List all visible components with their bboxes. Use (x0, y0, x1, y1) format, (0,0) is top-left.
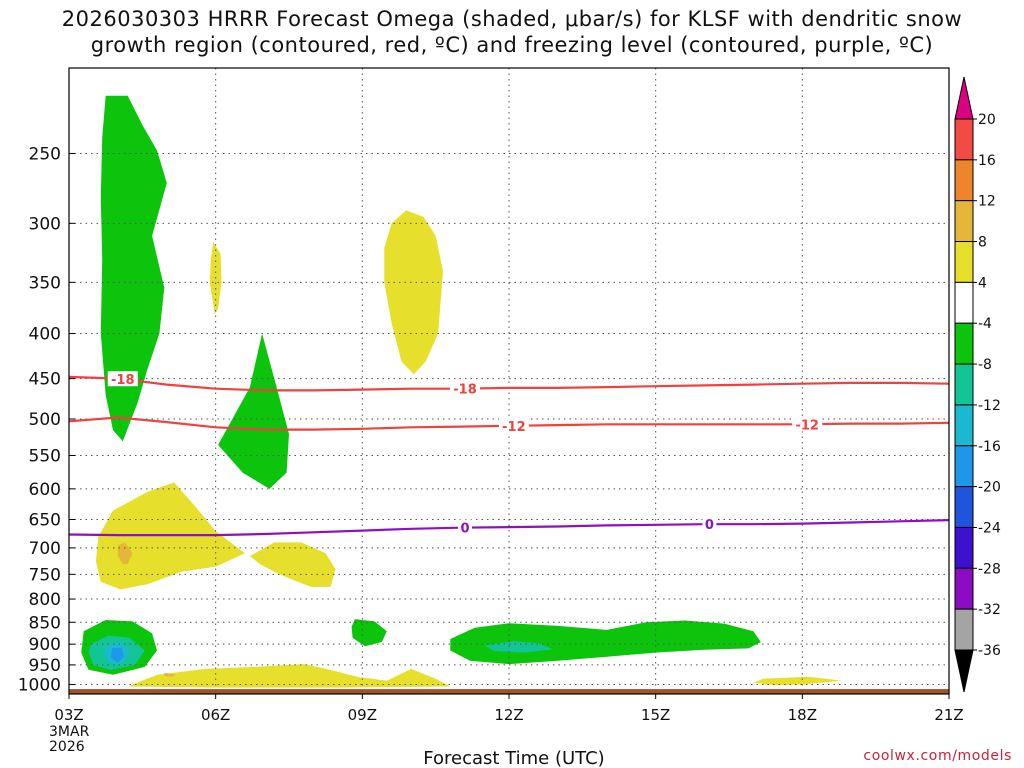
upward-omega-upper-column (100, 95, 167, 442)
ground-layer (69, 689, 949, 694)
chart-title-line-1: 2026030303 HRRR Forecast Omega (shaded, … (61, 7, 963, 31)
downward-omega-near-surface (127, 664, 451, 688)
y-tick-label-550: 550 (29, 447, 61, 467)
downward-omega-low-mid (249, 542, 336, 587)
x-tick-label-06Z: 06Z (201, 706, 230, 724)
x-axis-label: Forecast Time (UTC) (423, 748, 604, 768)
y-tick-label-650: 650 (29, 511, 61, 531)
x-tick-label-09Z: 09Z (348, 706, 377, 724)
grid-layer (69, 68, 949, 694)
upward-omega-core-3 (111, 647, 124, 663)
y-tick-label-850: 850 (29, 613, 61, 633)
dgz-minus12-label-0: -12 (502, 420, 526, 435)
colorbar-box-4 (954, 241, 974, 283)
colorbar-label-9: -20 (978, 480, 1001, 496)
y-tick-label-400: 400 (29, 325, 61, 345)
y-tick-label-900: 900 (29, 635, 61, 655)
colorbar-box-2 (954, 159, 974, 202)
colorbar-label-3: 8 (978, 235, 987, 251)
colorbar-box-6 (954, 322, 974, 365)
x-tick-label-12Z: 12Z (494, 706, 523, 724)
colorbar-box-10 (954, 486, 974, 528)
colorbar-box-7 (954, 363, 974, 406)
y-tick-label-350: 350 (29, 273, 61, 293)
x-tick-label-03Z: 03Z (54, 706, 83, 724)
colorbar-label-13: -36 (978, 643, 1001, 659)
x-tick-label-18Z: 18Z (788, 706, 817, 724)
colorbar-label-0: 20 (978, 112, 996, 128)
y-axis: 2503003504004505005506006507007508008509… (18, 144, 75, 696)
ground-surface (69, 689, 949, 694)
y-tick-label-750: 750 (29, 565, 61, 585)
colorbar-box-11 (954, 526, 974, 569)
dgz-minus18-label-0: -18 (111, 373, 135, 388)
contour-layer: -18 -18 -12 -12 0 0 (69, 371, 949, 537)
colorbar-box-5 (954, 281, 974, 324)
colorbar-box-13 (954, 608, 974, 651)
y-tick-label-800: 800 (29, 590, 61, 610)
colorbar-box-12 (954, 567, 974, 610)
freezing-level-0-label-0: 0 (460, 522, 469, 537)
colorbar-label-1: 16 (978, 153, 996, 169)
x-tick-label-21Z: 21Z (934, 706, 963, 724)
colorbar-label-10: -24 (978, 520, 1001, 536)
y-tick-label-1000: 1000 (18, 676, 61, 696)
colorbar-label-6: -8 (978, 357, 992, 373)
y-tick-label-950: 950 (29, 656, 61, 676)
upward-omega-long-band (450, 620, 761, 665)
downward-omega-upper (384, 210, 443, 375)
colorbar-label-4: 4 (978, 275, 987, 291)
freezing-level-0-label-bg-1 (702, 516, 717, 532)
upward-omega-small-blob (351, 619, 387, 647)
colorbar-label-12: -32 (978, 602, 1001, 618)
x-date-line-0: 3MAR (49, 724, 90, 740)
freezing-level-0-label-1: 0 (705, 518, 714, 533)
dgz-minus18-line (69, 375, 949, 392)
colorbar-label-2: 12 (978, 194, 996, 210)
colorbar-box-8 (954, 404, 974, 447)
colorbar-box-1 (954, 118, 974, 161)
colorbar-box-3 (954, 200, 974, 243)
upward-omega-midlevel (218, 333, 289, 489)
y-tick-label-300: 300 (29, 214, 61, 234)
y-tick-label-250: 250 (29, 144, 61, 164)
freezing-level-0-line (69, 519, 949, 537)
y-tick-label-500: 500 (29, 410, 61, 430)
x-date-line-1: 2026 (49, 739, 85, 755)
freezing-level-0-label-bg-0 (458, 519, 472, 535)
colorbar-label-7: -12 (978, 398, 1001, 414)
dgz-minus12-label-bg-1 (792, 416, 823, 432)
source-credit: coolwx.com/models (863, 748, 1012, 764)
y-tick-label-700: 700 (29, 539, 61, 559)
downward-omega-core-upper (117, 542, 133, 564)
y-tick-label-450: 450 (29, 370, 61, 390)
dgz-minus18-label-bg-0 (107, 371, 138, 387)
x-tick-label-15Z: 15Z (641, 706, 670, 724)
colorbar-label-8: -16 (978, 439, 1001, 455)
dgz-minus18-label-1: -18 (453, 383, 477, 398)
downward-omega-surface-right (753, 676, 842, 686)
chart-title-line-2: growth region (contoured, red, ºC) and f… (90, 33, 934, 57)
dgz-minus18-label-bg-1 (450, 380, 480, 396)
colorbar-bottom-arrow (954, 649, 974, 693)
colorbar-box-9 (954, 445, 974, 488)
downward-omega-core-surface (164, 672, 177, 677)
dgz-minus12-label-bg-0 (498, 417, 529, 433)
omega-colorbar: 20 16 12 8 4 -4 -8 -12 -16 -20 -24 -28 -32 -36 (954, 76, 1001, 693)
colorbar-label-5: -4 (978, 316, 992, 332)
colorbar-top-arrow (954, 76, 974, 120)
chart-title: 2026030303 HRRR Forecast Omega (shaded, … (0, 6, 1024, 58)
y-tick-label-600: 600 (29, 480, 61, 500)
upward-omega-band-core (484, 641, 553, 653)
dgz-minus12-label-1: -12 (795, 418, 819, 433)
colorbar-label-11: -28 (978, 561, 1001, 577)
